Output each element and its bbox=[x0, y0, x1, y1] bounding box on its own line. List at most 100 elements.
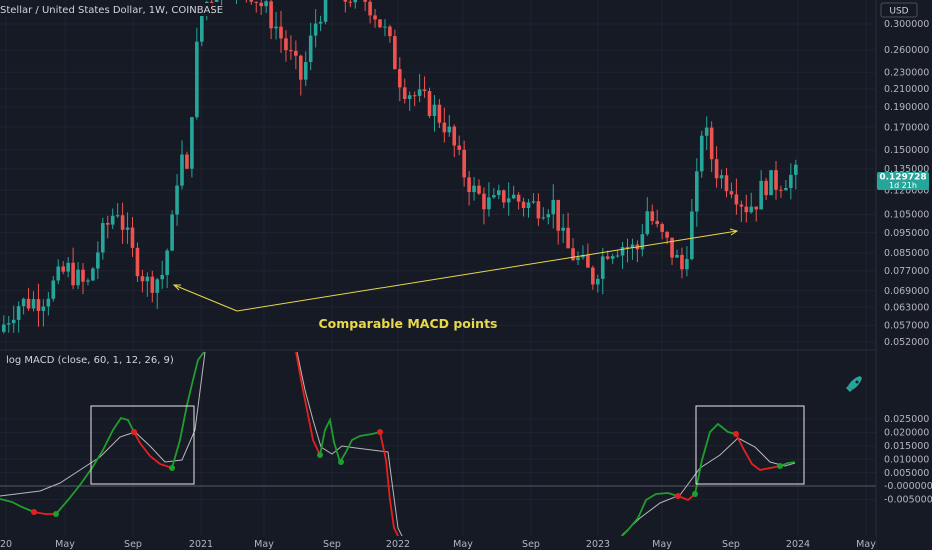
cross-dot bbox=[131, 429, 137, 435]
candle-body bbox=[279, 26, 283, 39]
candle-body bbox=[724, 175, 729, 192]
candle-body bbox=[551, 199, 556, 215]
candle-body bbox=[789, 174, 793, 189]
candle-body bbox=[784, 188, 788, 191]
macd-line-red-5 bbox=[677, 493, 696, 502]
macd-line-red-3 bbox=[295, 351, 321, 456]
candle-body bbox=[709, 127, 714, 160]
signal-line-3 bbox=[621, 437, 796, 536]
time-tick-label: Sep bbox=[124, 539, 142, 550]
candle-body bbox=[625, 247, 630, 249]
price-tick-label: 0.120000 bbox=[884, 185, 929, 196]
candle-body bbox=[66, 262, 70, 272]
candle-body bbox=[180, 154, 184, 186]
highlight-box-right bbox=[695, 405, 805, 485]
macd-line-red-1 bbox=[33, 511, 56, 515]
candle-body bbox=[6, 323, 11, 325]
candle-body bbox=[313, 23, 318, 36]
time-tick-label: May bbox=[55, 539, 75, 550]
candle-body bbox=[150, 276, 155, 293]
cross-dot bbox=[675, 493, 681, 499]
cross-dot bbox=[53, 511, 59, 517]
candle-body bbox=[200, 14, 204, 42]
time-axis-panel[interactable] bbox=[0, 536, 876, 550]
candle-body bbox=[155, 279, 160, 293]
candle-body bbox=[323, 0, 328, 22]
price-tick-label: 0.069000 bbox=[884, 286, 929, 297]
candle-body bbox=[46, 298, 51, 307]
candle-body bbox=[690, 211, 694, 260]
candle-body bbox=[254, 1, 259, 3]
candle-body bbox=[289, 50, 293, 52]
currency-button-label[interactable]: USD bbox=[889, 7, 908, 17]
candle-body bbox=[536, 201, 541, 219]
candle-body bbox=[427, 91, 432, 116]
candles bbox=[2, 0, 798, 334]
candle-body bbox=[675, 254, 679, 258]
price-axis: 0.300000 0.260000 0.230000 0.210000 0.190000… bbox=[884, 19, 929, 348]
macd-line-red-6 bbox=[735, 433, 781, 471]
candle-body bbox=[145, 276, 150, 282]
candle-body bbox=[175, 185, 179, 215]
candle-body bbox=[452, 126, 457, 146]
candle-body bbox=[600, 256, 605, 279]
candle-body bbox=[571, 248, 575, 261]
candle-body bbox=[120, 215, 125, 230]
candle-body bbox=[170, 214, 174, 251]
candle-body bbox=[214, 0, 219, 2]
candle-body bbox=[462, 149, 466, 178]
macd-tick-label: 0.015000 bbox=[884, 441, 929, 452]
candle-body bbox=[759, 180, 763, 210]
candle-body bbox=[16, 306, 21, 320]
candle-body bbox=[541, 217, 546, 219]
candle-body bbox=[685, 259, 689, 270]
candle-body bbox=[31, 299, 36, 309]
signal-line bbox=[0, 351, 206, 497]
candle-body bbox=[506, 198, 511, 203]
candle-body bbox=[353, 0, 358, 3]
candle-body bbox=[115, 215, 120, 217]
candle-body bbox=[378, 19, 382, 28]
candle-body bbox=[368, 1, 372, 16]
price-tick-label: 0.210000 bbox=[884, 84, 929, 95]
cross-dot bbox=[377, 429, 383, 435]
candle-body bbox=[209, 1, 214, 3]
candle-body bbox=[492, 195, 496, 198]
candle-body bbox=[477, 185, 481, 194]
candle-body bbox=[388, 26, 392, 37]
price-tag-bg bbox=[877, 172, 929, 190]
candle-body bbox=[794, 164, 798, 175]
price-axis-panel[interactable] bbox=[876, 0, 932, 550]
candle-body bbox=[26, 298, 31, 309]
candle-body bbox=[615, 255, 620, 257]
candle-body bbox=[373, 15, 377, 20]
macd-pane bbox=[0, 351, 805, 541]
time-tick-label: Sep bbox=[722, 539, 740, 550]
candle-body bbox=[402, 87, 407, 99]
rocket-icon[interactable] bbox=[846, 376, 862, 392]
candle-body bbox=[655, 221, 659, 225]
price-tag-value: 0.129728 bbox=[879, 173, 926, 183]
candle-body bbox=[566, 227, 570, 249]
macd-line-red-2 bbox=[133, 431, 173, 469]
candle-body bbox=[76, 269, 80, 286]
macd-line-green-1 bbox=[0, 498, 35, 513]
candle-body bbox=[556, 199, 560, 231]
candle-body bbox=[497, 190, 501, 196]
currency-button[interactable]: USD bbox=[880, 2, 918, 18]
macd-line-green-2 bbox=[55, 416, 135, 515]
macd-line-green-5 bbox=[617, 492, 679, 541]
trend-arrow-line bbox=[236, 230, 738, 312]
candle-body bbox=[734, 194, 739, 205]
currency-button-bg[interactable] bbox=[880, 2, 918, 18]
candle-body bbox=[284, 38, 288, 51]
candle-body bbox=[432, 104, 437, 116]
cross-dot bbox=[692, 491, 698, 497]
candle-body bbox=[665, 231, 669, 238]
price-tick-label: 0.190000 bbox=[884, 102, 929, 113]
candle-body bbox=[299, 55, 303, 80]
candle-body bbox=[640, 234, 645, 250]
indicator-label-backdrop bbox=[0, 353, 150, 366]
time-tick-label: 2023 bbox=[586, 539, 610, 550]
